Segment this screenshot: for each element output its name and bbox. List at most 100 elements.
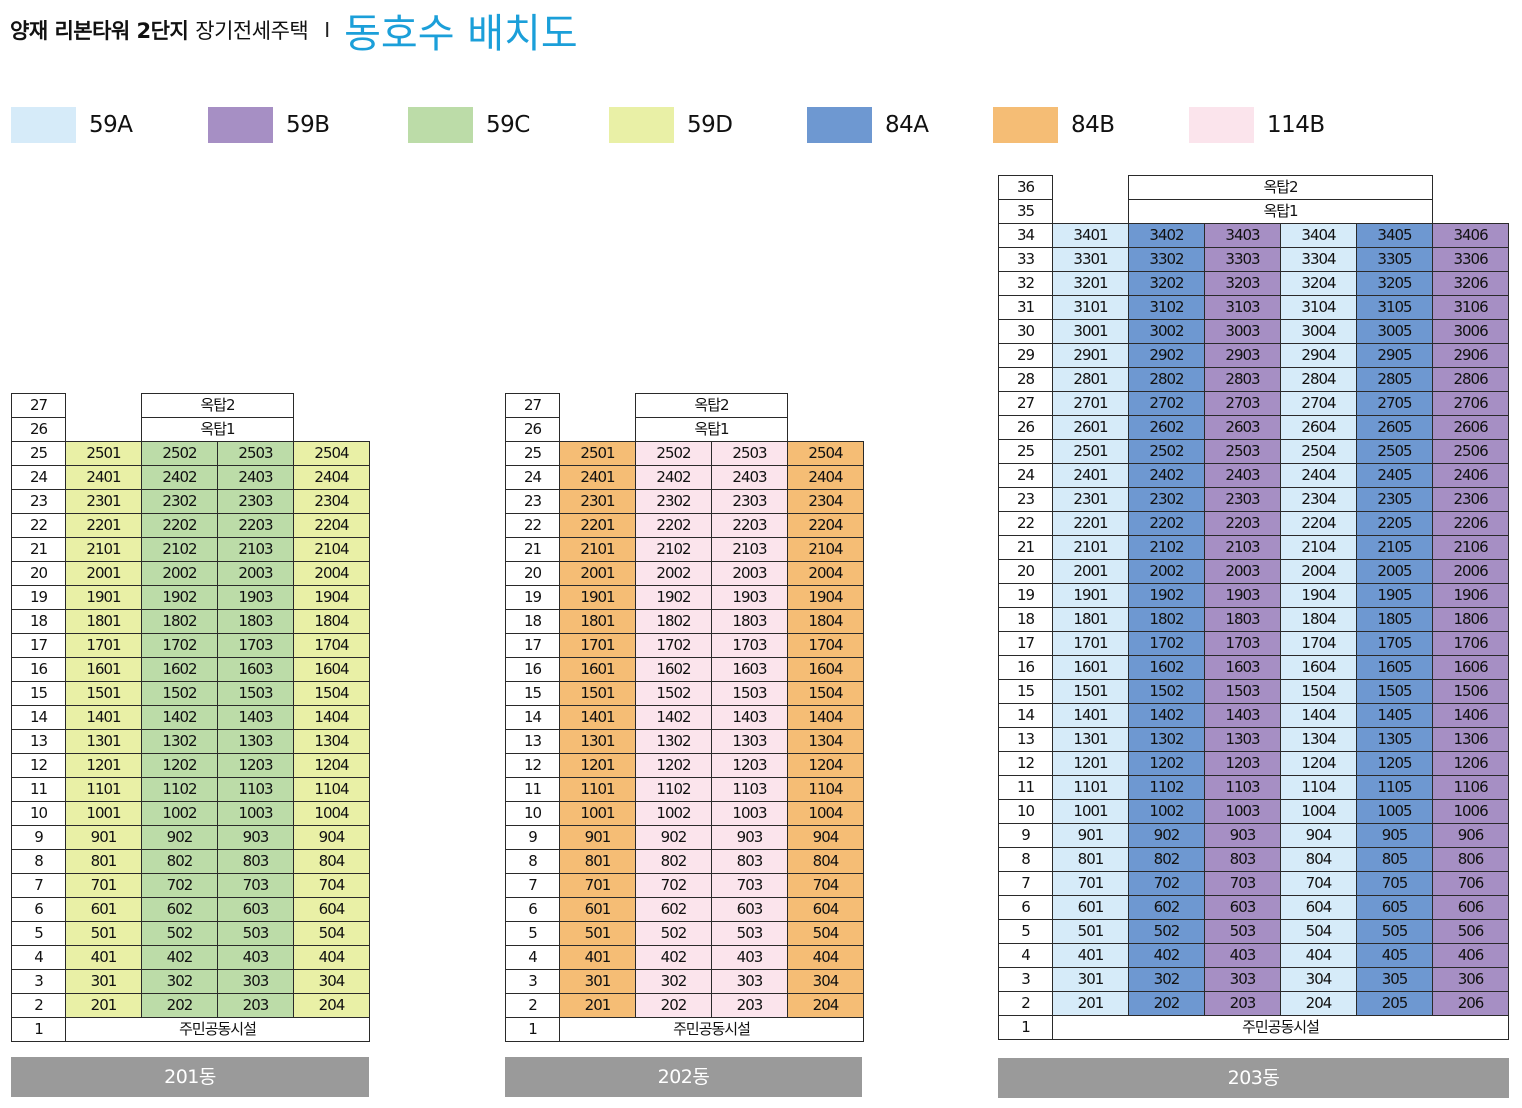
floor-row: 15 1501 1502 1503 1504 (11, 681, 370, 706)
unit-cell: 1904 (787, 585, 864, 610)
unit-cell: 3402 (1128, 223, 1205, 248)
unit-cell: 1104 (1280, 775, 1357, 800)
unit-cell: 2102 (635, 537, 712, 562)
unit-cell: 902 (1128, 823, 1205, 848)
floor-row: 22 2201 2202 2203 2204 (505, 513, 864, 538)
unit-cell: 302 (635, 969, 712, 994)
unit-cell: 1303 (711, 729, 788, 754)
unit-cell: 303 (1204, 967, 1281, 992)
unit-cell: 1404 (293, 705, 370, 730)
floor-row: 24 2401 2402 2403 2404 2405 2406 (998, 463, 1510, 488)
floor-row: 24 2401 2402 2403 2404 (11, 465, 370, 490)
unit-cell: 1901 (1052, 583, 1129, 608)
unit-cell: 1003 (1204, 799, 1281, 824)
floor-row: 2 201 202 203 204 205 206 (998, 991, 1510, 1016)
unit-cell: 3102 (1128, 295, 1205, 320)
unit-cell: 2003 (711, 561, 788, 586)
floor-number: 7 (505, 873, 560, 898)
floor-number: 25 (998, 439, 1053, 464)
unit-cell: 1301 (65, 729, 142, 754)
unit-cell: 602 (635, 897, 712, 922)
unit-cell: 2002 (141, 561, 218, 586)
unit-cell: 2305 (1355, 487, 1434, 512)
unit-cell: 1601 (559, 657, 636, 682)
floor-row: 5 501 502 503 504 (11, 921, 370, 946)
unit-cell: 1103 (217, 777, 294, 802)
floor-row: 22 2201 2202 2203 2204 (11, 513, 370, 538)
floor-row: 19 1901 1902 1903 1904 (505, 585, 864, 610)
unit-cell: 302 (1128, 967, 1205, 992)
unit-cell: 1303 (1204, 727, 1281, 752)
unit-cell: 806 (1432, 847, 1510, 872)
unit-cell: 1203 (1204, 751, 1281, 776)
floor-number: 3 (505, 969, 560, 994)
rooftop-cell: 옥탑2 (141, 393, 294, 418)
floor-row: 8 801 802 803 804 (505, 849, 864, 874)
unit-cell: 901 (1052, 823, 1129, 848)
floor-row: 13 1301 1302 1303 1304 1305 1306 (998, 727, 1510, 752)
floor-row: 13 1301 1302 1303 1304 (505, 729, 864, 754)
unit-cell: 1205 (1355, 751, 1434, 776)
floor-number: 10 (505, 801, 560, 826)
floor-row: 14 1401 1402 1403 1404 (11, 705, 370, 730)
unit-cell: 3103 (1204, 295, 1281, 320)
floor-row: 6 601 602 603 604 (505, 897, 864, 922)
unit-cell: 2505 (1355, 439, 1434, 464)
unit-cell: 1901 (65, 585, 142, 610)
empty-cell (1053, 200, 1129, 224)
unit-cell: 2702 (1128, 391, 1205, 416)
unit-cell: 2402 (141, 465, 218, 490)
unit-cell: 1702 (1128, 631, 1205, 656)
unit-cell: 1101 (65, 777, 142, 802)
unit-cell: 2502 (635, 441, 712, 466)
floor-number: 7 (998, 871, 1053, 896)
unit-cell: 3305 (1355, 247, 1434, 272)
unit-cell: 702 (141, 873, 218, 898)
unit-cell: 801 (559, 849, 636, 874)
legend-item-84a: 84A (807, 106, 929, 144)
unit-cell: 2404 (293, 465, 370, 490)
unit-cell: 2706 (1432, 391, 1510, 416)
empty-cell (66, 394, 142, 418)
unit-cell: 702 (1128, 871, 1205, 896)
unit-cell: 2301 (559, 489, 636, 514)
legend-item-59d: 59D (609, 106, 733, 144)
floor-row: 4 401 402 403 404 (505, 945, 864, 970)
unit-cell: 804 (293, 849, 370, 874)
floor-number: 35 (998, 199, 1053, 224)
unit-cell: 503 (1204, 919, 1281, 944)
unit-cell: 2001 (559, 561, 636, 586)
unit-cell: 1805 (1355, 607, 1434, 632)
building-name-label: 202동 (505, 1057, 862, 1097)
unit-cell: 3404 (1280, 223, 1357, 248)
floor-number: 8 (505, 849, 560, 874)
unit-cell: 2303 (711, 489, 788, 514)
unit-cell: 906 (1432, 823, 1510, 848)
empty-cell (66, 418, 142, 442)
floor-number: 11 (505, 777, 560, 802)
empty-cell (1053, 176, 1129, 200)
floor-row: 21 2101 2102 2103 2104 (505, 537, 864, 562)
unit-cell: 2203 (711, 513, 788, 538)
unit-cell: 1702 (635, 633, 712, 658)
unit-cell: 1204 (293, 753, 370, 778)
unit-cell: 1803 (711, 609, 788, 634)
facility-row: 1 주민공동시설 (505, 1017, 864, 1042)
unit-cell: 1706 (1432, 631, 1510, 656)
building-1-grid: 27 옥탑2 26 옥탑1 25 2501 2502 2503 2504 24 2401 2402 24… (11, 393, 370, 1042)
unit-cell: 1801 (559, 609, 636, 634)
unit-cell: 805 (1355, 847, 1434, 872)
unit-cell: 802 (1128, 847, 1205, 872)
legend-label: 84B (1071, 112, 1115, 138)
floor-number: 24 (998, 463, 1053, 488)
unit-cell: 2603 (1204, 415, 1281, 440)
floor-row: 7 701 702 703 704 705 706 (998, 871, 1510, 896)
unit-cell: 2704 (1280, 391, 1357, 416)
unit-cell: 502 (141, 921, 218, 946)
unit-type-legend: 59A 59B 59C 59D 84A 84B 114B (11, 106, 1511, 144)
unit-cell: 2202 (635, 513, 712, 538)
unit-cell: 2803 (1204, 367, 1281, 392)
unit-cell: 504 (1280, 919, 1357, 944)
unit-cell: 1304 (787, 729, 864, 754)
unit-cell: 2602 (1128, 415, 1205, 440)
